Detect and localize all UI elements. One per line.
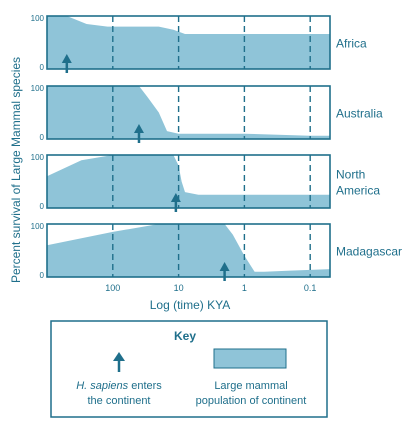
panel-frame [46, 85, 331, 140]
y-tick-label: 100 [31, 153, 45, 162]
x-tick-label: 0.1 [304, 283, 317, 293]
y-tick-label: 0 [40, 63, 45, 72]
panel-australia: 0 100 Australia [31, 84, 383, 143]
y-tick-label: 100 [31, 84, 45, 93]
panel-madagascar: 0 100 Madagascar [31, 222, 402, 281]
panel-frame [46, 15, 331, 70]
continent-label: North America [336, 168, 380, 198]
y-tick-label: 100 [31, 14, 45, 23]
survival-area [47, 86, 330, 139]
x-tick-labels: 100 10 1 0.1 [105, 283, 316, 293]
arrival-arrow-icon [170, 193, 181, 212]
continent-label: Africa [336, 37, 367, 51]
legend-area-label: Large mammal population of continent [196, 380, 307, 407]
arrival-arrow-icon [61, 54, 72, 73]
legend-area-swatch [213, 348, 287, 369]
continent-label: Madagascar [336, 245, 402, 259]
y-tick-label: 0 [40, 271, 45, 280]
arrival-arrow-icon [219, 262, 230, 281]
x-axis-label: Log (time) KYA [150, 298, 230, 312]
legend-title: Key [174, 329, 196, 343]
continent-label: Australia [336, 107, 383, 121]
y-tick-label: 100 [31, 222, 45, 231]
panel-frame [46, 154, 331, 209]
legend: Key H. sapiens enters the continent Large… [50, 320, 328, 418]
panel-frame [46, 223, 331, 278]
survival-area [47, 16, 330, 69]
survival-area [47, 224, 330, 277]
legend-arrow-icon [113, 352, 125, 372]
x-tick-label: 100 [105, 283, 120, 293]
x-tick-label: 10 [174, 283, 184, 293]
legend-box [50, 320, 328, 418]
y-tick-label: 0 [40, 133, 45, 142]
arrival-arrow-icon [133, 124, 144, 143]
survival-area [47, 155, 330, 208]
x-tick-label: 1 [242, 283, 247, 293]
y-axis-label: Percent survival of Large Mammal species [9, 57, 23, 283]
legend-arrow-label: H. sapiens enters the continent [76, 380, 162, 407]
panel-africa: 0 100 Africa [31, 14, 367, 73]
y-tick-label: 0 [40, 202, 45, 211]
panel-north-america: 0 100 North America [31, 153, 380, 212]
